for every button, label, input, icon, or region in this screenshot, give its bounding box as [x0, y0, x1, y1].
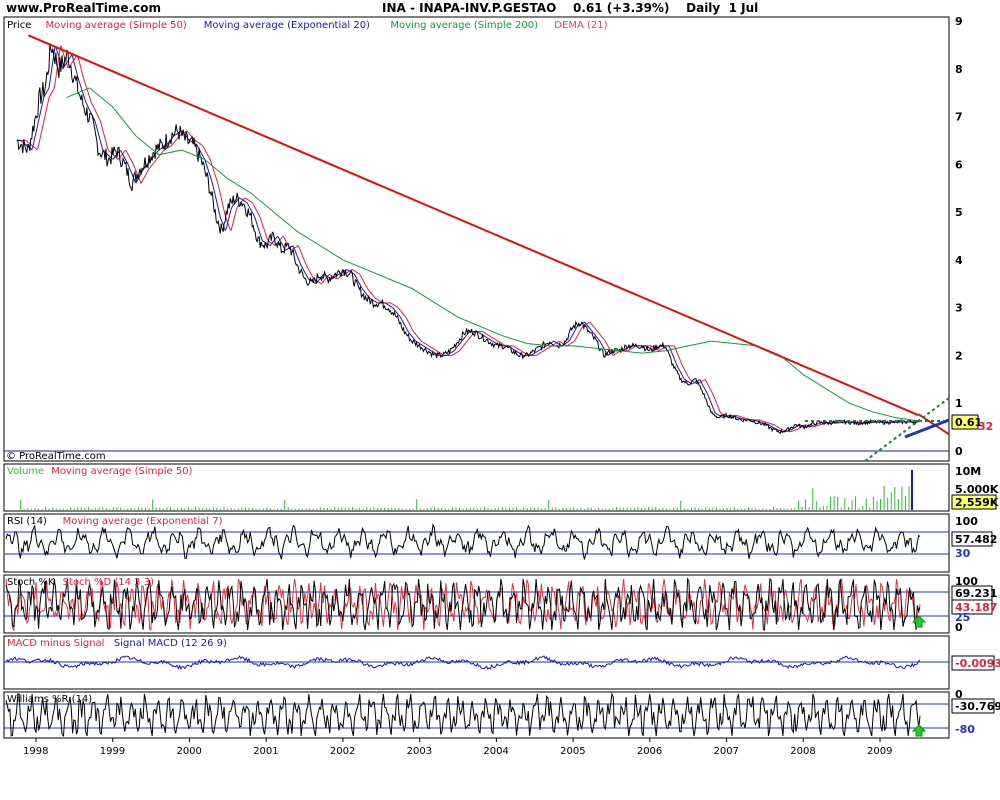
- sma50-line: [16, 44, 919, 433]
- price-side-value: 32: [978, 420, 993, 433]
- volume-last-value-box: [951, 494, 997, 510]
- macd-signal-line: [5, 655, 921, 671]
- volume-bars: [20, 470, 913, 510]
- x-tick-label: 2006: [637, 746, 662, 757]
- price-y-tick: 9: [955, 15, 963, 28]
- price-y-tick: 7: [955, 111, 963, 124]
- stoch-legend-item: Stoch %K: [7, 577, 55, 588]
- stoch-d-value: 43.187: [955, 601, 997, 614]
- price-y-tick: 3: [955, 302, 963, 315]
- buy-signal-arrow: [911, 724, 927, 737]
- stoch-y-tick: 100: [955, 575, 978, 588]
- macd-legend-item: Signal MACD (12 26 9): [114, 638, 227, 649]
- williams-line: [5, 692, 921, 738]
- rsi-y-tick: 100: [955, 515, 978, 528]
- stoch-k-value: 69.231: [955, 587, 997, 600]
- price-y-tick: 2: [955, 349, 963, 362]
- price-y-tick: 1: [955, 397, 963, 410]
- stoch-y-tick: 0: [955, 621, 963, 634]
- price-y-tick: 8: [955, 63, 963, 76]
- x-tick-label: 2008: [790, 746, 815, 757]
- rebound-arrow: [904, 418, 950, 439]
- price-panel: [3, 16, 950, 462]
- price-legend-item: Moving average (Exponential 20): [204, 20, 370, 31]
- williams-y-tick: -80: [955, 723, 975, 736]
- williams-last-value-box: [951, 698, 995, 714]
- x-tick-label: 2005: [560, 746, 585, 757]
- price-legend-item: Price: [7, 20, 31, 31]
- x-tick-label: 2009: [867, 746, 892, 757]
- price-y-tick: 4: [955, 254, 963, 267]
- rsi-legend-item: RSI (14): [7, 516, 47, 527]
- macd-legend-item: MACD minus Signal: [7, 638, 104, 649]
- volume-legend-item: Moving average (Simple 50): [51, 466, 192, 477]
- stoch-d-value-box: [951, 599, 993, 615]
- stoch-y-tick: 25: [955, 611, 970, 624]
- volume-y-tick: 5.000K: [955, 483, 999, 496]
- rsi-last-value: 57.482: [955, 533, 997, 546]
- price-y-tick: 5: [955, 206, 963, 219]
- x-tick-label: 2007: [714, 746, 739, 757]
- williams-legend-item: Williams %R (14): [7, 694, 92, 705]
- price-last-value-box: [951, 414, 979, 430]
- x-tick-label: 2003: [407, 746, 432, 757]
- price-legend-item: DEMA (21): [554, 20, 607, 31]
- copyright: © ProRealTime.com: [6, 451, 106, 462]
- price-last-value: 0.61: [955, 416, 982, 429]
- x-tick-label: 2004: [483, 746, 508, 757]
- rsi-y-tick: 30: [955, 547, 971, 560]
- rsi-line: [5, 523, 921, 560]
- chart-header: www.ProRealTime.com INA - INAPA-INV.P.GE…: [0, 0, 1000, 16]
- trendline: [27, 34, 919, 417]
- macd-last-value: -0.0093: [955, 657, 1000, 670]
- volume-last-value: 2,559K: [955, 496, 999, 509]
- price-y-tick: 0: [955, 445, 963, 458]
- x-tick-label: 2000: [176, 746, 201, 757]
- volume-legend-item: Volume: [7, 466, 44, 477]
- price-legend-item: Moving average (Simple 50): [46, 20, 187, 31]
- price-y-tick: 6: [955, 158, 963, 171]
- volume-y-tick: 10M: [955, 465, 981, 478]
- price-legend-item: Moving average (Simple 200): [390, 20, 538, 31]
- stoch-legend-item: Stoch %D (14 3 3): [63, 577, 154, 588]
- price-line: [16, 43, 919, 435]
- site-name[interactable]: www.ProRealTime.com: [6, 1, 161, 15]
- williams-last-value: -30.769: [955, 700, 1000, 713]
- instrument-title: INA - INAPA-INV.P.GESTAO 0.61 (+3.39%) D…: [382, 1, 759, 15]
- williams-y-tick: 0: [955, 688, 963, 701]
- x-tick-label: 2002: [330, 746, 355, 757]
- rsi-last-value-box: [951, 531, 993, 547]
- buy-signal-arrow: [911, 615, 927, 628]
- macd-last-value-box: [951, 655, 995, 671]
- volume-panel: [3, 463, 950, 512]
- x-tick-label: 1998: [23, 746, 48, 757]
- x-tick-label: 2001: [253, 746, 278, 757]
- stoch-k-line: [5, 577, 921, 631]
- x-tick-label: 1999: [100, 746, 125, 757]
- rsi-legend-item: Moving average (Exponential 7): [63, 516, 223, 527]
